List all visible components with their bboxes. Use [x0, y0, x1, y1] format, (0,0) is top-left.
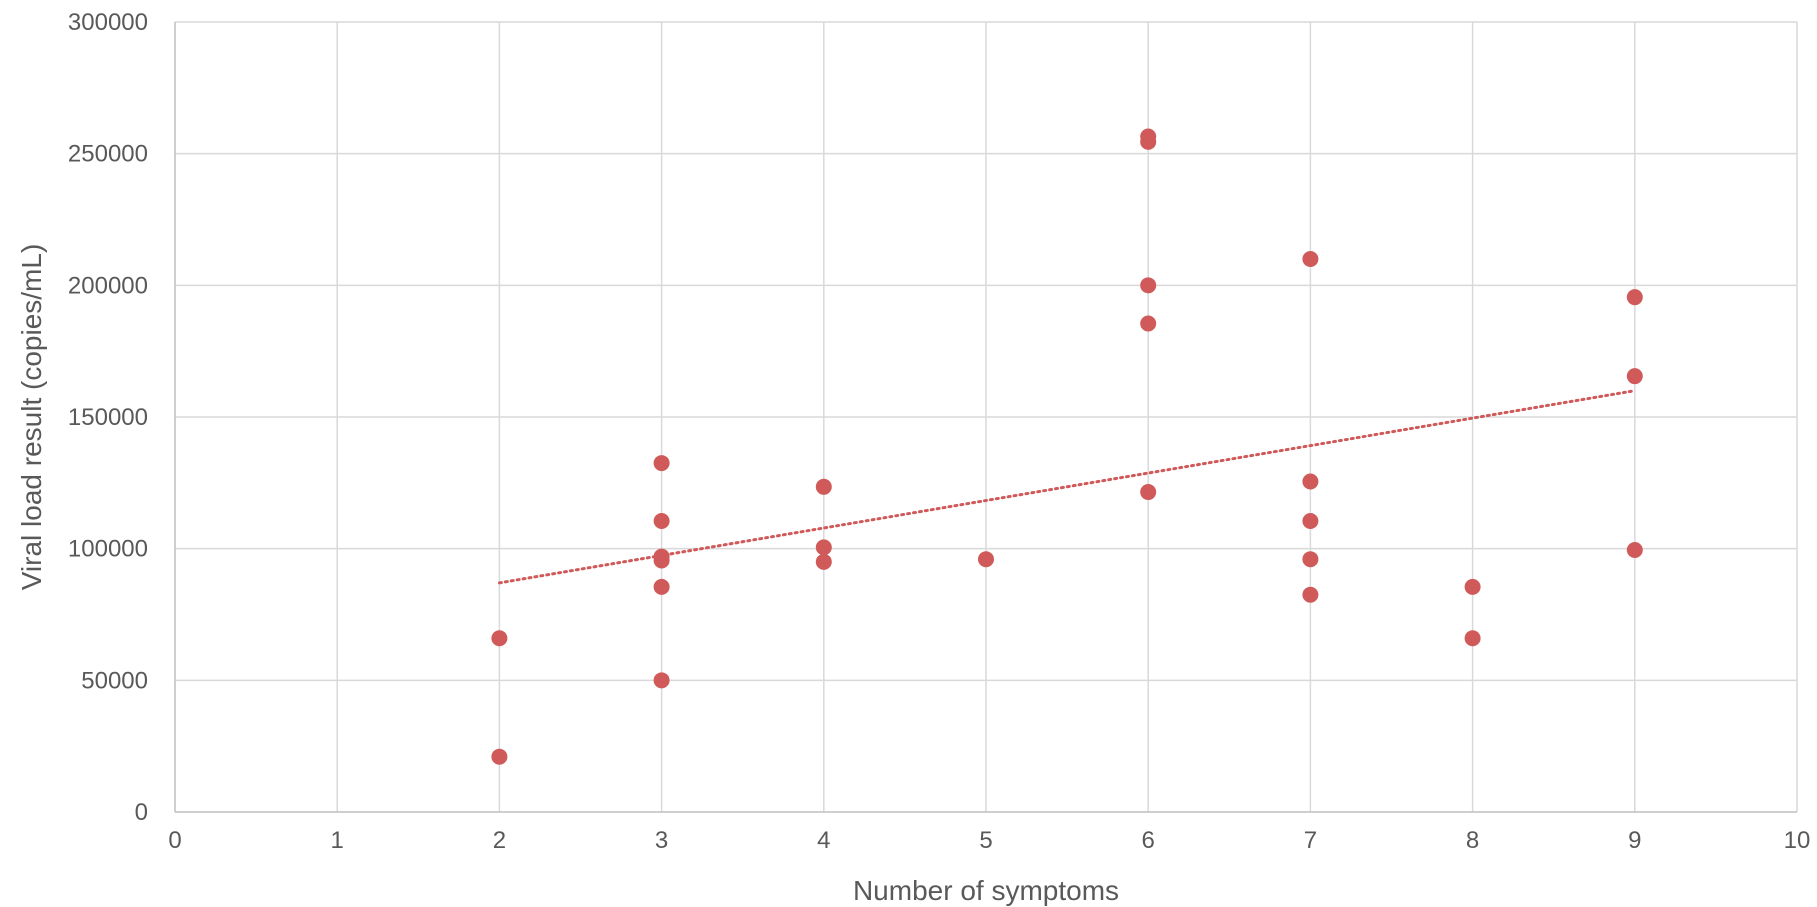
data-point [1626, 368, 1643, 385]
data-point [491, 748, 508, 765]
x-tick-label: 8 [1466, 827, 1479, 854]
x-tick-label: 10 [1784, 827, 1811, 854]
y-tick-label: 50000 [81, 667, 148, 694]
data-points [491, 128, 1643, 765]
data-point [978, 551, 994, 568]
data-point [653, 672, 670, 689]
x-tick-label: 9 [1628, 827, 1641, 854]
trendline-layer [497, 389, 1637, 585]
x-tick-label: 0 [168, 827, 181, 854]
y-tick-label: 0 [135, 799, 148, 826]
data-point [1302, 473, 1319, 490]
x-tick-label: 1 [331, 827, 344, 854]
y-tick-label: 200000 [68, 272, 148, 299]
x-tick-label: 7 [1304, 827, 1317, 854]
data-point [1464, 630, 1481, 647]
data-point [1302, 251, 1319, 267]
data-point [815, 539, 832, 556]
data-point [1140, 315, 1157, 332]
data-point [1302, 551, 1319, 568]
y-tick-label: 300000 [68, 9, 148, 36]
data-point [1626, 289, 1643, 306]
data-point [1302, 586, 1319, 603]
data-point [653, 552, 670, 569]
data-point [815, 478, 832, 495]
data-point [653, 578, 670, 595]
x-tick-label: 5 [979, 827, 992, 854]
x-tick-label: 2 [493, 827, 506, 854]
y-tick-labels: 0 50000 100000 150000 200000 250000 300000 [68, 9, 148, 826]
gridlines [175, 21, 1798, 812]
x-tick-labels: 0 1 2 3 4 5 6 7 8 9 10 [168, 827, 1810, 854]
data-point [491, 630, 508, 647]
data-point [1140, 277, 1157, 294]
x-axis-title: Number of symptoms [853, 875, 1119, 906]
y-tick-label: 250000 [68, 141, 148, 168]
data-point [1626, 541, 1643, 558]
data-point [653, 513, 670, 530]
data-point [1302, 513, 1319, 530]
trendline [497, 389, 1637, 585]
data-point [815, 553, 832, 570]
data-point [1140, 484, 1157, 501]
x-tick-label: 4 [817, 827, 830, 854]
y-axis-title: Viral load result (copies/mL) [16, 244, 47, 591]
y-tick-label: 150000 [68, 404, 148, 431]
y-tick-label: 100000 [68, 536, 148, 563]
axes [174, 22, 1797, 813]
x-tick-label: 6 [1142, 827, 1155, 854]
x-tick-label: 3 [655, 827, 668, 854]
data-point [1140, 133, 1157, 150]
data-point [653, 455, 670, 472]
data-point [1464, 578, 1481, 595]
